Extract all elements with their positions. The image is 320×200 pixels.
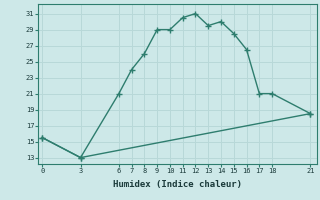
X-axis label: Humidex (Indice chaleur): Humidex (Indice chaleur) <box>113 180 242 189</box>
